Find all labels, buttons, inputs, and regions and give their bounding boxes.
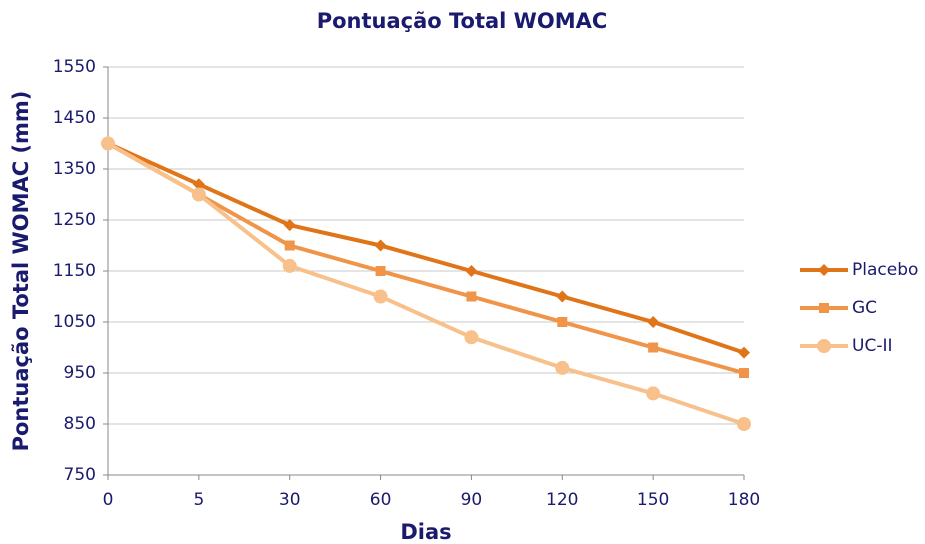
- legend-marker: [819, 303, 829, 313]
- x-tick-label: 180: [728, 490, 760, 510]
- legend-label: Placebo: [852, 260, 918, 280]
- data-point: [465, 265, 478, 277]
- data-point: [555, 360, 570, 375]
- y-tick-label: 750: [64, 465, 96, 485]
- legend-marker: [817, 339, 831, 353]
- data-point: [192, 178, 205, 191]
- data-point: [648, 342, 659, 353]
- data-point: [283, 219, 296, 232]
- x-tick-label: 120: [546, 490, 578, 510]
- data-point: [739, 368, 749, 378]
- data-point: [101, 136, 115, 151]
- data-point: [557, 317, 568, 327]
- x-tick-label: 150: [637, 490, 669, 510]
- y-tick-label: 1050: [53, 312, 96, 332]
- data-point: [466, 291, 477, 302]
- y-tick-label: 850: [64, 414, 96, 434]
- data-point: [284, 240, 295, 251]
- chart-title: Pontuação Total WOMAC: [317, 9, 608, 33]
- data-point: [375, 266, 386, 276]
- data-point: [374, 239, 387, 252]
- data-point: [373, 289, 388, 304]
- data-point: [191, 187, 206, 202]
- y-tick-label: 950: [64, 363, 96, 383]
- y-tick-label: 1250: [53, 210, 96, 230]
- legend-label: UC-II: [852, 336, 892, 356]
- data-point: [282, 258, 297, 273]
- series-line: [107, 141, 745, 355]
- data-point: [737, 417, 751, 431]
- y-tick-label: 1550: [53, 57, 96, 77]
- legend-marker: [818, 264, 830, 276]
- x-tick-label: 60: [370, 490, 392, 510]
- y-tick-label: 1450: [53, 108, 96, 128]
- legend-label: GC: [852, 298, 877, 318]
- y-tick-label: 1150: [53, 261, 96, 281]
- data-point: [556, 290, 569, 303]
- x-tick-label: 5: [193, 490, 204, 510]
- x-tick-label: 90: [461, 490, 483, 510]
- y-tick-label: 1350: [53, 159, 96, 179]
- x-tick-label: 0: [103, 490, 114, 510]
- data-point: [738, 346, 750, 359]
- data-point: [464, 330, 479, 345]
- series-line: [107, 141, 745, 375]
- x-axis-label: Dias: [400, 520, 451, 544]
- data-point: [647, 316, 660, 328]
- series-line: [107, 141, 745, 426]
- x-tick-label: 30: [279, 490, 301, 510]
- data-point: [646, 386, 661, 401]
- y-axis-label: Pontuação Total WOMAC (mm): [9, 91, 33, 452]
